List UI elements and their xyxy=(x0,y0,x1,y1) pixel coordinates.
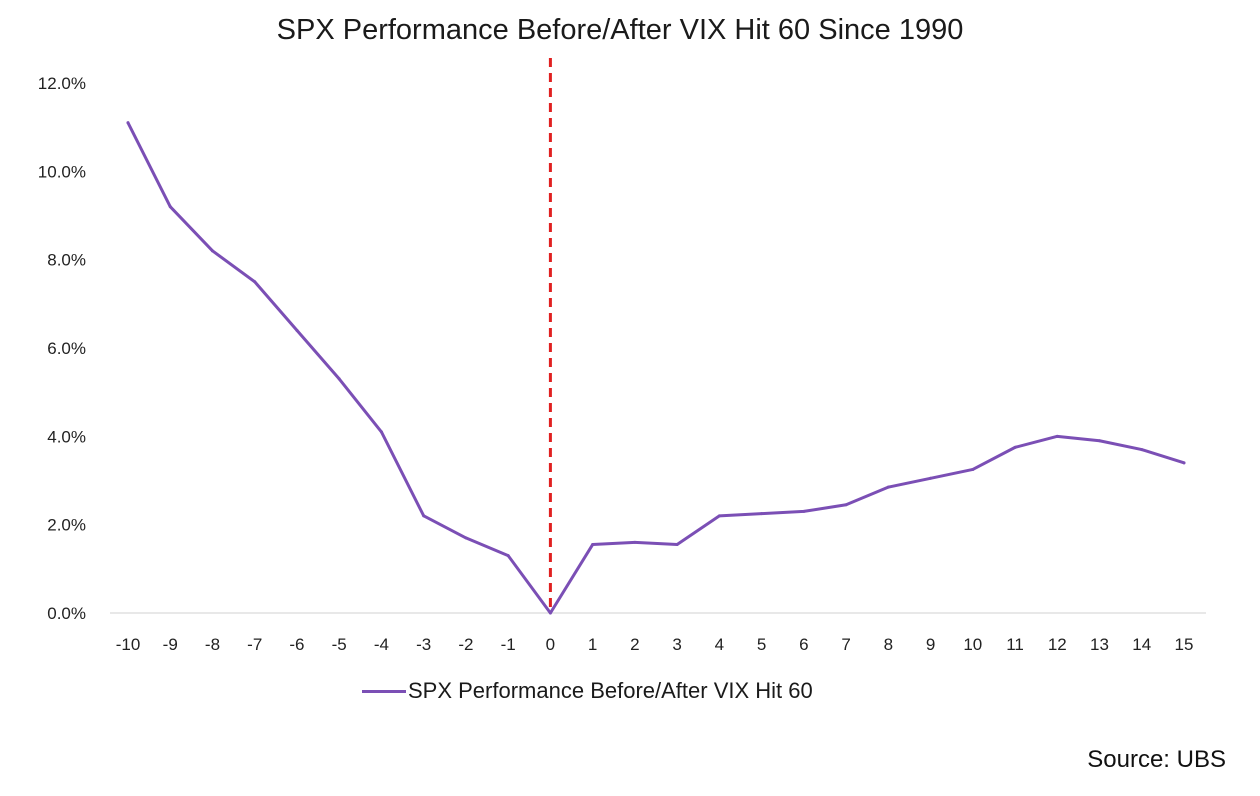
x-tick-label: -9 xyxy=(163,635,178,654)
x-tick-label: 5 xyxy=(757,635,766,654)
data-point xyxy=(760,512,764,516)
y-tick-label: 8.0% xyxy=(47,251,86,270)
y-tick-label: 6.0% xyxy=(47,339,86,358)
data-point xyxy=(802,509,806,513)
series-line xyxy=(126,121,1186,615)
source-note: Source: UBS xyxy=(1087,746,1226,773)
data-point xyxy=(253,280,257,284)
x-tick-label: 1 xyxy=(588,635,597,654)
data-point xyxy=(506,554,510,558)
data-point xyxy=(464,536,468,540)
x-tick-label: 6 xyxy=(799,635,808,654)
data-point xyxy=(168,205,172,209)
x-tick-label: 4 xyxy=(715,635,724,654)
data-point xyxy=(379,430,383,434)
data-point xyxy=(337,377,341,381)
data-point xyxy=(971,467,975,471)
x-tick-label: -6 xyxy=(289,635,304,654)
x-tick-label: 0 xyxy=(546,635,555,654)
legend-swatch xyxy=(362,689,406,693)
data-point xyxy=(717,514,721,518)
x-tick-label: 7 xyxy=(841,635,850,654)
series-layer xyxy=(126,121,1186,615)
data-point xyxy=(1055,434,1059,438)
x-tick-label: -1 xyxy=(501,635,516,654)
x-tick-label: 3 xyxy=(672,635,681,654)
data-point xyxy=(844,503,848,507)
y-axis: 0.0% 2.0% 4.0% 6.0% 8.0% 10.0% 12.0% xyxy=(38,74,86,623)
data-point xyxy=(886,485,890,489)
x-tick-label: 10 xyxy=(963,635,982,654)
data-point xyxy=(422,514,426,518)
data-point xyxy=(295,328,299,332)
y-tick-label: 0.0% xyxy=(47,604,86,623)
legend: SPX Performance Before/After VIX Hit 60 xyxy=(362,676,813,706)
x-tick-label: 9 xyxy=(926,635,935,654)
chart-title: SPX Performance Before/After VIX Hit 60 … xyxy=(276,14,964,46)
x-tick-label: -8 xyxy=(205,635,220,654)
data-point xyxy=(1098,439,1102,443)
y-tick-label: 4.0% xyxy=(47,427,86,446)
data-point xyxy=(929,476,933,480)
data-point xyxy=(1140,448,1144,452)
x-tick-label: -10 xyxy=(116,635,141,654)
y-tick-label: 12.0% xyxy=(38,74,86,93)
x-tick-label: 13 xyxy=(1090,635,1109,654)
x-tick-label: -3 xyxy=(416,635,431,654)
legend-label: SPX Performance Before/After VIX Hit 60 xyxy=(408,678,813,703)
data-point xyxy=(633,540,637,544)
data-point xyxy=(1182,461,1186,465)
x-tick-label: -4 xyxy=(374,635,389,654)
x-axis: -10 -9 -8 -7 -6 -5 -4 -3 -2 -1 0 1 2 3 4 5 6 7 8 9 10 11 12 13 1… xyxy=(110,612,1206,654)
y-tick-label: 10.0% xyxy=(38,162,86,181)
x-tick-label: -2 xyxy=(458,635,473,654)
data-point xyxy=(210,249,214,253)
data-point xyxy=(548,611,552,615)
data-point xyxy=(591,543,595,547)
y-tick-label: 2.0% xyxy=(47,516,86,535)
x-tick-label: 8 xyxy=(884,635,893,654)
x-tick-label: -7 xyxy=(247,635,262,654)
x-tick-label: 12 xyxy=(1048,635,1067,654)
x-tick-label: 14 xyxy=(1132,635,1151,654)
x-tick-label: 2 xyxy=(630,635,639,654)
x-tick-label: -5 xyxy=(332,635,347,654)
data-point xyxy=(675,543,679,547)
data-point xyxy=(126,121,130,125)
x-tick-label: 15 xyxy=(1175,635,1194,654)
x-tick-label: 11 xyxy=(1006,635,1024,654)
data-point xyxy=(1013,445,1017,449)
